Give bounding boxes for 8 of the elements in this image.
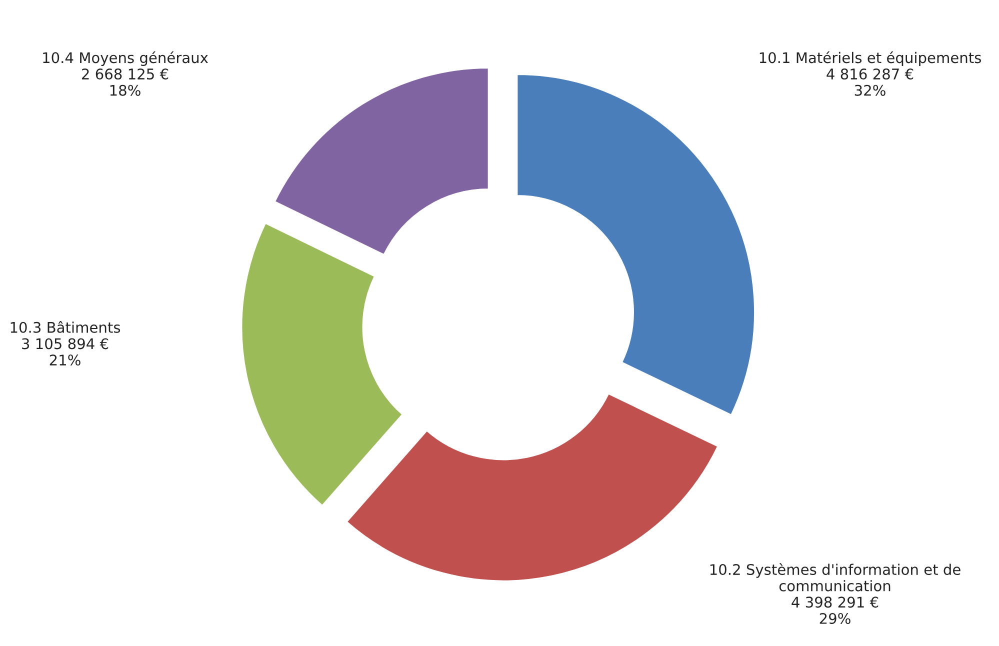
data-label: 4 816 287 € 32% xyxy=(826,68,914,96)
slice-label: 10.1 Matériels et équipements xyxy=(760,51,982,66)
data-label: 4 398 291 € 29% xyxy=(792,596,878,624)
slice-label: 10.3 Bâtiments xyxy=(10,321,120,333)
slice-label: 10.4 Moyens généraux xyxy=(43,51,208,66)
data-label: 2 668 125 € 18% xyxy=(82,68,168,96)
data-label: 3 105 894 € 21% xyxy=(22,338,108,366)
slice-label: 10.2 Systèmes d'information et de communication xyxy=(710,563,960,592)
